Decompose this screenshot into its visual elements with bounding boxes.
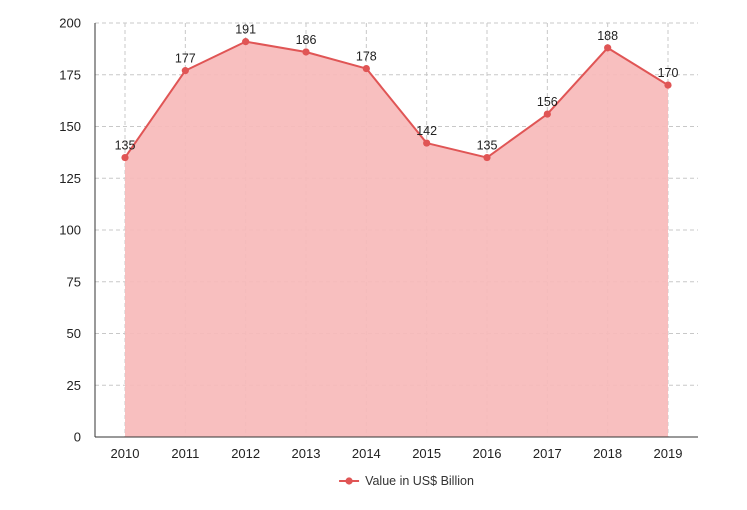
- x-tick-label: 2016: [473, 446, 502, 461]
- x-tick-label: 2010: [111, 446, 140, 461]
- y-tick-label: 150: [59, 119, 81, 134]
- data-label-2010: 135: [115, 139, 136, 153]
- y-tick-label: 125: [59, 171, 81, 186]
- y-tick-label: 200: [59, 16, 81, 31]
- data-point-2012[interactable]: [242, 38, 250, 46]
- data-label-2017: 156: [537, 95, 558, 109]
- y-axis-tick-labels: 0 25 50 75 100 125 150 175 200: [59, 16, 81, 445]
- data-label-2019: 170: [658, 66, 679, 80]
- data-point-2014[interactable]: [362, 64, 370, 73]
- legend[interactable]: Value in US$ Billion: [339, 474, 474, 488]
- x-tick-label: 2017: [533, 446, 562, 461]
- data-point-2015[interactable]: [423, 139, 431, 147]
- data-label-2012: 191: [235, 23, 256, 37]
- x-tick-label: 2012: [231, 446, 260, 461]
- x-tick-label: 2011: [171, 446, 199, 461]
- axes: [94, 23, 698, 438]
- y-tick-label: 50: [67, 326, 81, 341]
- legend-point-marker: [345, 477, 353, 485]
- series-area: [124, 40, 669, 437]
- data-point-2011[interactable]: [181, 67, 189, 75]
- y-tick-label: 75: [67, 274, 81, 289]
- data-point-2010[interactable]: [121, 153, 129, 162]
- data-point-2019[interactable]: [664, 81, 672, 89]
- y-tick-label: 175: [59, 67, 81, 82]
- data-label-2013: 186: [296, 33, 317, 47]
- data-label-2011: 177: [175, 52, 196, 66]
- series-area-fill: [125, 41, 668, 437]
- y-tick-label: 100: [59, 223, 81, 238]
- data-labels: 135 177 191 186 178 142 135 156 188 170: [115, 23, 679, 153]
- data-point-2017[interactable]: [543, 110, 551, 118]
- x-tick-label: 2018: [593, 446, 622, 461]
- x-tick-label: 2015: [412, 446, 441, 461]
- y-tick-label: 25: [67, 378, 81, 393]
- data-label-2018: 188: [597, 29, 618, 43]
- legend-label[interactable]: Value in US$ Billion: [365, 474, 474, 488]
- data-point-2018[interactable]: [604, 44, 612, 52]
- data-label-2015: 142: [416, 124, 437, 138]
- x-tick-label: 2019: [654, 446, 683, 461]
- x-tick-label: 2014: [352, 446, 381, 461]
- data-label-2016: 135: [477, 139, 498, 153]
- x-tick-label: 2013: [292, 446, 321, 461]
- data-point-2013[interactable]: [302, 48, 310, 56]
- series-points: [121, 38, 672, 162]
- series-line: [124, 40, 669, 159]
- data-label-2014: 178: [356, 50, 377, 64]
- y-tick-label: 0: [74, 430, 81, 445]
- x-axis-tick-labels: 2010 2011 2012 2013 2014 2015 2016 2017 2018 2019: [111, 446, 683, 461]
- data-point-2016[interactable]: [483, 153, 491, 162]
